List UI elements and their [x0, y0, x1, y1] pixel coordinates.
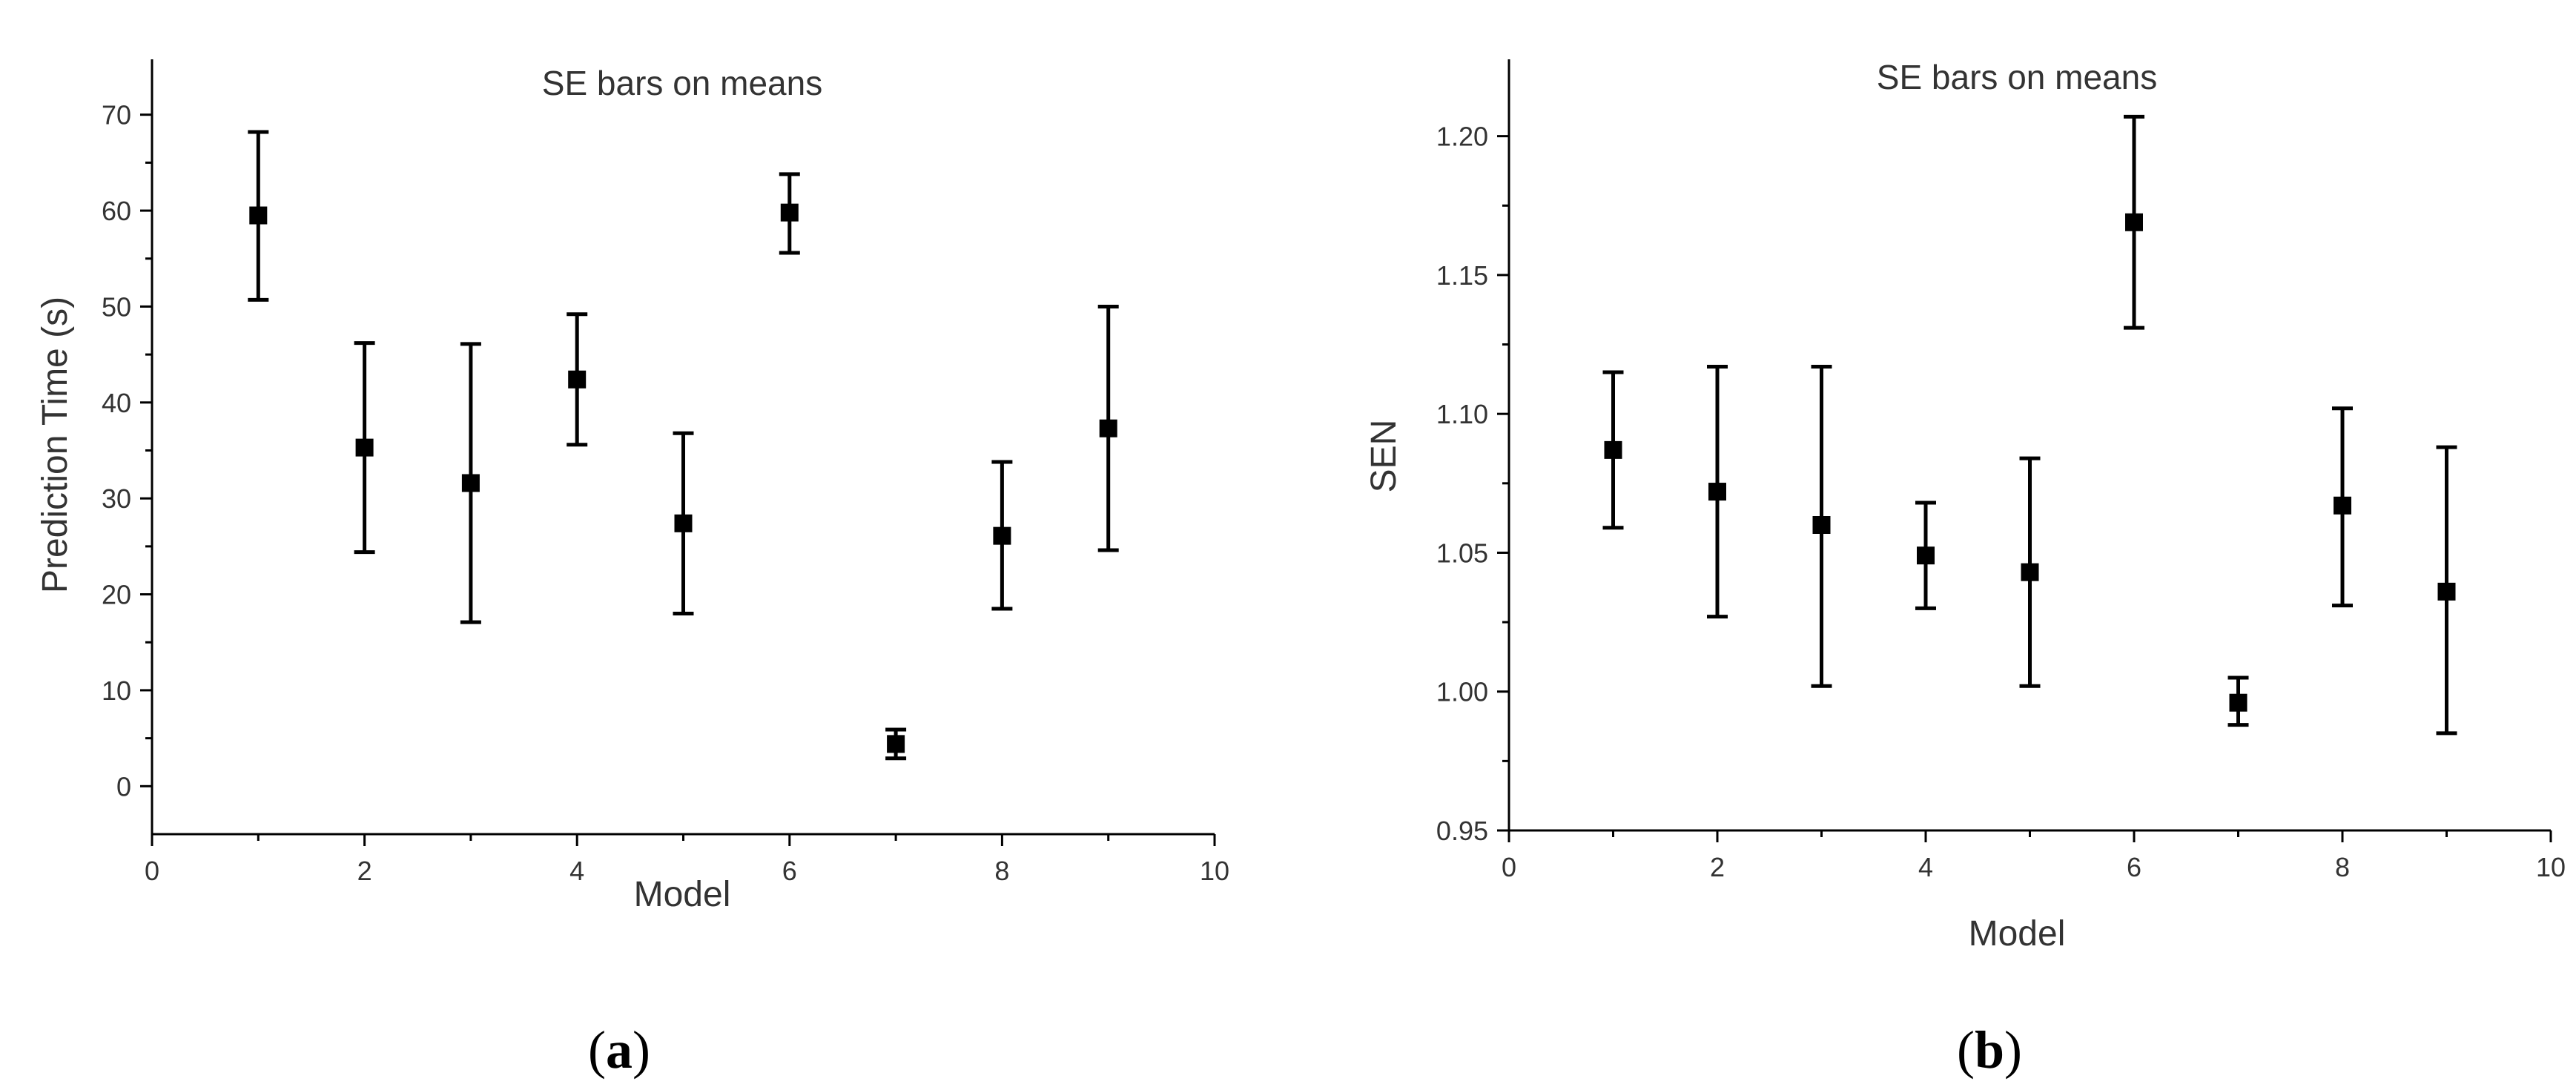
- panel-label-close: ): [2004, 1020, 2022, 1080]
- data-point: [780, 203, 799, 222]
- x-tick-label: 8: [2335, 852, 2350, 882]
- panel-label-letter: b: [1975, 1020, 2004, 1080]
- x-tick-label: 10: [2536, 852, 2566, 882]
- y-tick-label: 0.95: [1436, 816, 1488, 846]
- data-point: [2021, 563, 2039, 581]
- data-point: [249, 206, 268, 225]
- y-tick-label: 60: [102, 196, 131, 226]
- data-point: [1708, 483, 1726, 501]
- panel-label: (a): [588, 1020, 650, 1080]
- y-tick-label: 1.15: [1436, 260, 1488, 291]
- x-tick-label: 4: [1918, 852, 1933, 882]
- x-axis-title: Model: [634, 875, 731, 914]
- data-point: [568, 370, 587, 389]
- data-point: [461, 474, 480, 492]
- panel-label-letter: a: [606, 1020, 633, 1080]
- chart-panel-b: 0 2 4 6 8 10 0.95 1.00 1.05 1.10 1.15 1.20 SE bars o…: [1364, 58, 2566, 1080]
- x-tick-label: 6: [2127, 852, 2141, 882]
- panel-label-open: (: [1957, 1020, 1975, 1080]
- data-point: [1917, 546, 1935, 565]
- data-point: [2229, 693, 2248, 712]
- x-tick-label: 2: [1710, 852, 1725, 882]
- data-point: [887, 735, 905, 753]
- y-tick-label: 1.00: [1436, 677, 1488, 707]
- y-tick-label: 1.10: [1436, 399, 1488, 429]
- data-point: [1099, 419, 1117, 437]
- chart-title: SE bars on means: [542, 64, 822, 102]
- data-point: [1604, 440, 1622, 459]
- data-point: [2334, 496, 2351, 515]
- y-tick-label: 10: [102, 675, 131, 706]
- y-tick-label: 40: [102, 388, 131, 418]
- chart-panel-a: 0 2 4 6 8 10 0 10 20 30 40 50 60 70 SE bars on means Mo…: [36, 59, 1229, 1080]
- y-tick-label: 0: [116, 771, 131, 802]
- y-axis-title: SEN: [1364, 420, 1404, 493]
- y-tick-label: 1.05: [1436, 538, 1488, 568]
- panel-label-close: ): [633, 1020, 650, 1080]
- x-tick-label: 6: [782, 856, 797, 886]
- data-point: [674, 514, 693, 532]
- x-tick-label: 8: [994, 856, 1009, 886]
- data-point: [355, 438, 374, 457]
- y-tick-label: 1.20: [1436, 122, 1488, 152]
- y-tick-label: 50: [102, 291, 131, 322]
- data-point: [1812, 516, 1831, 534]
- x-tick-label: 4: [569, 856, 584, 886]
- y-axis-title: Prediction Time (s): [36, 297, 75, 593]
- data-point: [2437, 582, 2456, 601]
- y-tick-label: 20: [102, 580, 131, 610]
- x-tick-label: 0: [145, 856, 159, 886]
- panel-label: (b): [1957, 1020, 2022, 1080]
- data-point: [993, 526, 1011, 545]
- y-tick-label: 70: [102, 100, 131, 130]
- x-axis-title: Model: [1969, 914, 2066, 954]
- y-tick-label: 30: [102, 483, 131, 514]
- x-tick-label: 0: [1502, 852, 1516, 882]
- x-tick-label: 10: [1200, 856, 1229, 886]
- x-tick-label: 2: [357, 856, 372, 886]
- data-point: [2125, 213, 2143, 231]
- panel-label-open: (: [588, 1020, 606, 1080]
- chart-title: SE bars on means: [1877, 58, 2157, 96]
